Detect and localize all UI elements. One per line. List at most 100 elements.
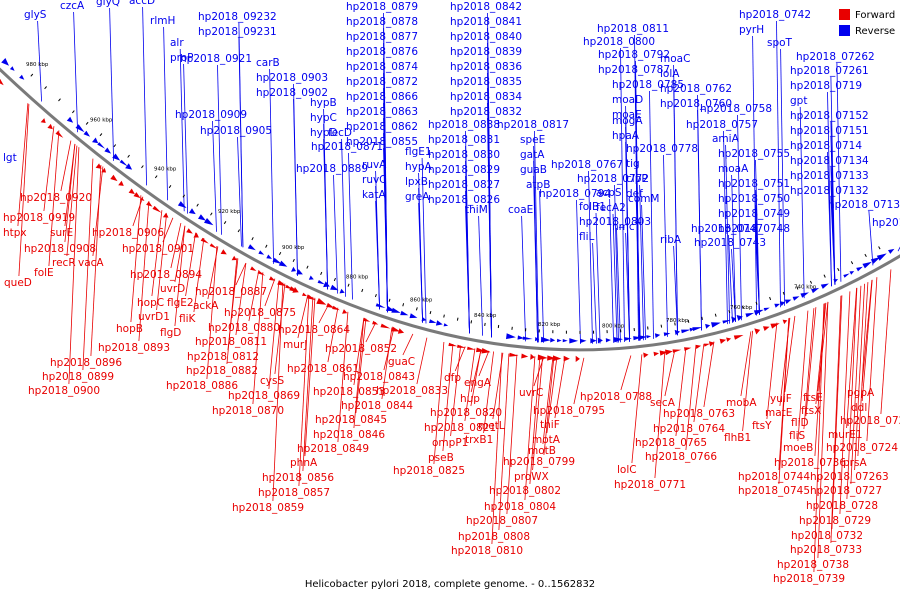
leader-line [212, 120, 217, 232]
gene-arrow [400, 310, 409, 316]
leader-line [813, 303, 825, 573]
leader-line [464, 348, 476, 422]
scale-tick-label: 740 kbp [794, 285, 817, 291]
gene-arrow [624, 337, 632, 341]
forward-gene-label: hp2018_0732 [791, 530, 863, 542]
forward-gene-label: hopB [116, 323, 143, 335]
gene-arrow [19, 74, 25, 80]
leader-line [797, 310, 809, 442]
leader-line [323, 138, 328, 290]
forward-gene-label: hp2018_0844 [341, 400, 413, 412]
forward-gene-label: hp2018_0846 [313, 429, 385, 441]
forward-gene-label: hp2018_0771 [614, 479, 686, 491]
gene-arrow [258, 250, 265, 255]
forward-gene-label: hopC [137, 297, 164, 309]
gene-arrow [654, 333, 661, 338]
forward-gene-label: flgE2 [167, 297, 194, 309]
reverse-gene-label: hp2018_0878 [346, 16, 418, 28]
leader-line [728, 234, 733, 323]
leader-line [66, 145, 78, 257]
forward-gene-label: fliD [791, 417, 809, 429]
leader-line [830, 196, 836, 285]
reverse-gene-label: hp2018_0836 [450, 61, 522, 73]
reverse-gene-label: hp2018_0879 [346, 1, 418, 13]
leader-line [298, 295, 310, 487]
legend-swatch-forward [839, 9, 850, 20]
forward-gene-label: pseB [428, 452, 454, 464]
leader-line [142, 6, 147, 186]
scale-tick-mark [741, 305, 744, 310]
gene-arrow [204, 218, 214, 226]
leader-line [235, 262, 247, 336]
leader-line [539, 190, 544, 343]
gene-arrow [266, 254, 272, 259]
leader-line [868, 210, 874, 266]
forward-gene-label: hp2018_0849 [297, 443, 369, 455]
leader-line [846, 287, 857, 429]
leader-line [442, 343, 454, 452]
forward-gene-label: hp2018_0808 [458, 531, 530, 543]
reverse-gene-label: hp2018_0877 [346, 31, 418, 43]
forward-gene-label: hp2018_0765 [635, 437, 707, 449]
map-caption: Helicobacter pylori 2018, complete genom… [305, 579, 595, 590]
scale-tick-mark [72, 110, 75, 114]
scale-tick-mark [755, 301, 758, 305]
forward-gene-label: hp2018_0920 [20, 192, 92, 204]
gene-arrow [521, 353, 529, 359]
leader-line [237, 136, 242, 247]
forward-gene-label: hp2018_0901 [122, 243, 194, 255]
forward-gene-label: hp2018_0736 [774, 457, 846, 469]
leader-line [673, 245, 678, 336]
leader-line [588, 170, 593, 344]
scale-tick-label: 860 kbp [410, 297, 433, 303]
leader-line [673, 79, 678, 336]
forward-gene-label: hp2018_0739 [773, 573, 845, 585]
gene-arrow [517, 335, 525, 340]
forward-gene-label: hp2018_0906 [92, 227, 164, 239]
forward-gene-label: hp2018_0820 [430, 407, 502, 419]
reverse-gene-label: spoT [767, 37, 793, 49]
gene-arrow [646, 335, 652, 339]
forward-gene-label: hp2018_0795 [533, 405, 605, 417]
scale-tick-label: 980 kbp [26, 62, 49, 68]
leader-line [269, 68, 274, 264]
gene-arrow [784, 299, 792, 304]
reverse-gene-label: hp2018_07132 [790, 185, 869, 197]
forward-gene-label: hp2018_0845 [315, 414, 387, 426]
gene-arrow [613, 337, 623, 343]
reverse-gene-label: fecD [328, 127, 352, 139]
reverse-gene-label: hp2018_0841 [450, 16, 522, 28]
forward-gene-label: flhB1 [724, 432, 751, 444]
gene-arrow [876, 253, 887, 261]
reverse-gene-label: hp2018_0831 [428, 134, 500, 146]
reverse-gene-label: hp2018_0719 [790, 80, 862, 92]
gene-arrow [1, 58, 10, 66]
forward-gene-label: guaC [388, 356, 415, 368]
leader-line [293, 98, 298, 276]
gene-arrow [302, 292, 307, 297]
scale-tick-mark [796, 286, 799, 290]
reverse-gene-label: moaE [612, 109, 642, 121]
gene-arrow [435, 320, 443, 326]
reverse-gene-label: hp2018_0876 [346, 46, 418, 58]
forward-gene-label: hp2018_0825 [393, 465, 465, 477]
forward-gene-label: ftsY [752, 420, 772, 432]
reverse-gene-label: clpP [626, 173, 648, 185]
forward-gene-label: uvrD1 [138, 311, 170, 323]
forward-gene-label: prsA [843, 457, 867, 469]
leader-line [185, 232, 196, 297]
scale-tick-mark [809, 280, 813, 284]
gene-arrow [291, 266, 296, 272]
gene-arrow [736, 315, 743, 321]
leader-line [318, 303, 330, 324]
reverse-gene-label: comM [628, 193, 660, 205]
leader-line [675, 347, 687, 437]
gene-arrow [332, 305, 340, 311]
label-leader-lines [17, 6, 900, 573]
scale-tick-mark [687, 319, 690, 323]
reverse-gene-label: hp2018_0826 [428, 194, 500, 206]
forward-gene-label: dfp [444, 372, 461, 384]
leader-line [731, 248, 736, 322]
leader-line [752, 35, 757, 316]
gene-arrow [92, 137, 99, 144]
